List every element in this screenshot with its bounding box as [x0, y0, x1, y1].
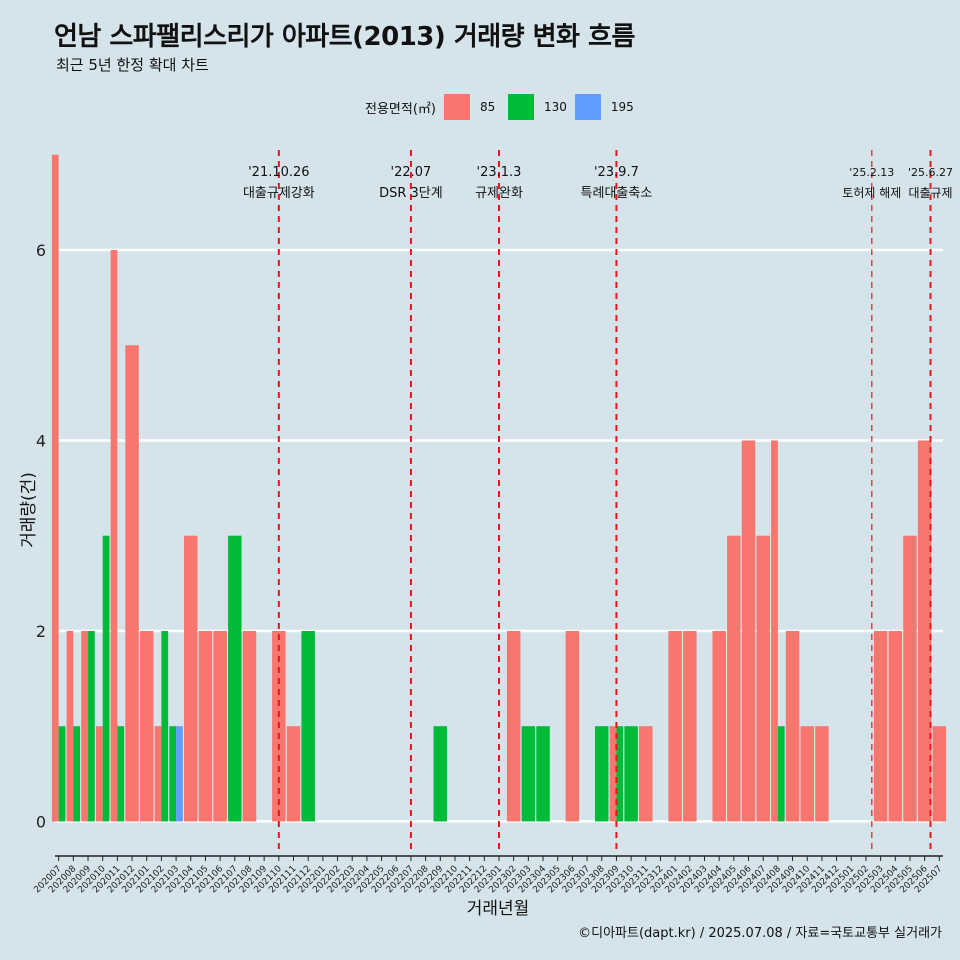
- bar-202407-85: [756, 535, 770, 822]
- bar-202008-85: [66, 630, 74, 822]
- bar-202405-85: [727, 535, 741, 822]
- bar-202410-85: [800, 726, 814, 822]
- x-axis-title: 거래년월: [467, 899, 530, 919]
- y-tick-label: 4: [36, 431, 46, 450]
- bar-202011-85: [110, 250, 118, 822]
- legend-swatch-195: [574, 94, 601, 120]
- bar-202009-130: [88, 630, 95, 822]
- bar-202105-85: [198, 630, 213, 822]
- event-label: 규제완화: [475, 186, 523, 201]
- bar-202008-130: [73, 726, 81, 822]
- event-label: 특례대출축소: [581, 186, 653, 201]
- event-label: 대출규제: [908, 186, 952, 200]
- bar-202101-85: [139, 630, 154, 822]
- bar-202505-85: [903, 535, 917, 822]
- event-date: '23.9.7: [594, 165, 639, 180]
- bar-202402-85: [683, 630, 697, 822]
- bar-202011-130: [117, 726, 125, 822]
- bar-202308-130: [594, 726, 609, 822]
- bar-202010-130: [102, 535, 110, 822]
- bar-202406-85: [741, 440, 756, 822]
- bar-202007-130: [58, 726, 66, 822]
- bar-202009-85: [81, 630, 89, 822]
- bar-202507-85: [932, 726, 947, 822]
- legend-swatch-130: [507, 94, 534, 120]
- bar-202411-85: [815, 726, 829, 822]
- event-date: '23.1.3: [477, 165, 522, 180]
- event-label: 토허제 해제: [842, 186, 901, 200]
- bar-202304-130: [536, 726, 550, 822]
- event-label: 대출규제강화: [243, 186, 315, 201]
- bar-202104-85: [184, 535, 198, 822]
- bar-202012-85: [125, 345, 139, 822]
- bar-202303-130: [521, 726, 536, 822]
- bar-202506-85: [917, 440, 932, 822]
- bar-202102-85: [154, 726, 162, 822]
- bar-202408-130: [777, 726, 785, 822]
- bar-202409-85: [785, 630, 800, 822]
- legend-item-130: 130: [507, 94, 567, 120]
- bar-202404-85: [712, 630, 726, 822]
- legend: 전용면적(㎡) 85 130 195: [365, 93, 642, 121]
- y-tick-label: 2: [36, 622, 46, 641]
- bar-202504-85: [888, 630, 903, 822]
- legend-swatch-85: [443, 94, 470, 120]
- legend-label-195: 195: [610, 100, 634, 114]
- bar-202107-130: [228, 535, 242, 822]
- bar-202106-85: [213, 630, 227, 822]
- y-tick-label: 0: [36, 812, 46, 831]
- bar-202408-85: [771, 440, 778, 822]
- legend-item-85: 85: [443, 94, 500, 120]
- event-label: DSR 3단계: [379, 186, 443, 201]
- bar-202306-85: [565, 630, 580, 822]
- bar-202309-85: [609, 726, 617, 822]
- bar-202311-85: [639, 726, 653, 822]
- y-axis-title: 거래량(건): [19, 472, 39, 548]
- event-date: '25.6.27: [908, 166, 953, 179]
- event-date: '25.2.13: [849, 166, 894, 179]
- legend-label-130: 130: [543, 100, 567, 114]
- chart-subtitle: 최근 5년 한정 확대 차트: [56, 56, 209, 74]
- legend-title: 전용면적(㎡): [365, 101, 436, 117]
- bar-202007-85: [51, 154, 59, 822]
- bar-202108-85: [242, 630, 257, 822]
- bar-202302-85: [506, 630, 521, 822]
- bar-202209-130: [433, 726, 448, 822]
- chart-title: 언남 스파팰리스리가 아파트(2013) 거래량 변화 흐름: [54, 22, 635, 52]
- legend-item-195: 195: [574, 94, 634, 120]
- bar-202309-130: [616, 726, 624, 822]
- event-date: '21.10.26: [248, 165, 309, 180]
- legend-label-85: 85: [479, 100, 496, 114]
- bar-202310-130: [624, 726, 638, 822]
- bar-202103-195: [176, 726, 183, 822]
- bar-202103-130: [169, 726, 177, 822]
- bar-202111-85: [286, 726, 301, 822]
- y-tick-label: 6: [36, 241, 46, 260]
- bar-202102-130: [161, 630, 169, 822]
- bar-202112-130: [301, 630, 315, 822]
- source-caption: ©디아파트(dapt.kr) / 2025.07.08 / 자료=국토교통부 실…: [578, 926, 942, 941]
- event-date: '22.07: [391, 165, 432, 180]
- bar-202010-85: [95, 726, 103, 822]
- bar-202503-85: [873, 630, 888, 822]
- bar-202401-85: [668, 630, 682, 822]
